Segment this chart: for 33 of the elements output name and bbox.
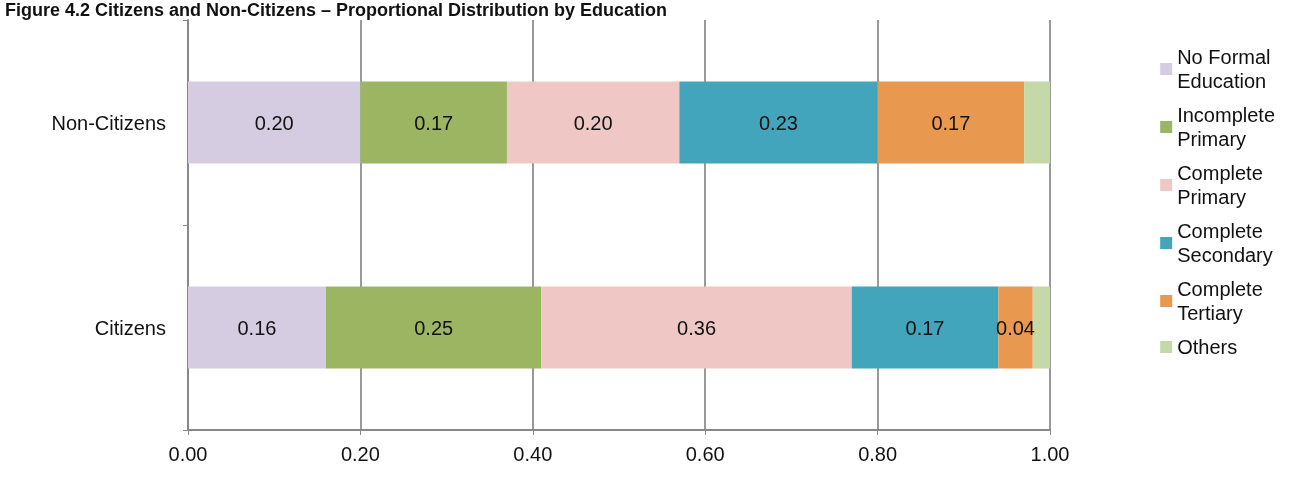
bar — [188, 286, 326, 369]
legend-label: Incomplete Primary — [1177, 104, 1276, 150]
data-label: 0.20 — [573, 111, 613, 134]
bar — [188, 81, 361, 164]
chart-title: Figure 4.2 Citizens and Non-Citizens – Proportional Distribution by Education — [5, 0, 668, 20]
bar — [325, 286, 542, 369]
bar — [506, 81, 680, 164]
legend-label: Complete Tertiary — [1177, 278, 1263, 324]
bar — [679, 81, 878, 164]
legend-label: Complete Primary — [1177, 162, 1263, 208]
legend-label: Complete Secondary — [1177, 220, 1273, 266]
x-tick-label: 0.20 — [340, 443, 380, 465]
bar — [360, 81, 507, 164]
x-tick-label: 1.00 — [1030, 443, 1070, 465]
x-tick-label: 0.80 — [858, 443, 898, 465]
bar — [877, 81, 1025, 164]
data-label: 0.23 — [759, 111, 798, 134]
y-tick-label: Citizens — [94, 316, 166, 339]
bar — [1024, 81, 1050, 164]
data-label: 0.17 — [414, 111, 454, 134]
data-label: 0.16 — [237, 316, 277, 339]
legend-label: No Formal Education — [1177, 46, 1271, 92]
data-label: 0.25 — [414, 316, 454, 339]
legend-label: Others — [1177, 336, 1238, 358]
y-tick-label: Non-Citizens — [51, 111, 166, 134]
data-label: 0.36 — [677, 316, 717, 339]
x-tick-label: 0.00 — [168, 443, 208, 465]
data-label: 0.17 — [931, 111, 971, 134]
bar — [541, 286, 852, 369]
x-tick-label: 0.60 — [685, 443, 725, 465]
x-tick-label: 0.40 — [513, 443, 553, 465]
data-label: 0.20 — [254, 111, 294, 134]
data-label: 0.17 — [905, 316, 945, 339]
